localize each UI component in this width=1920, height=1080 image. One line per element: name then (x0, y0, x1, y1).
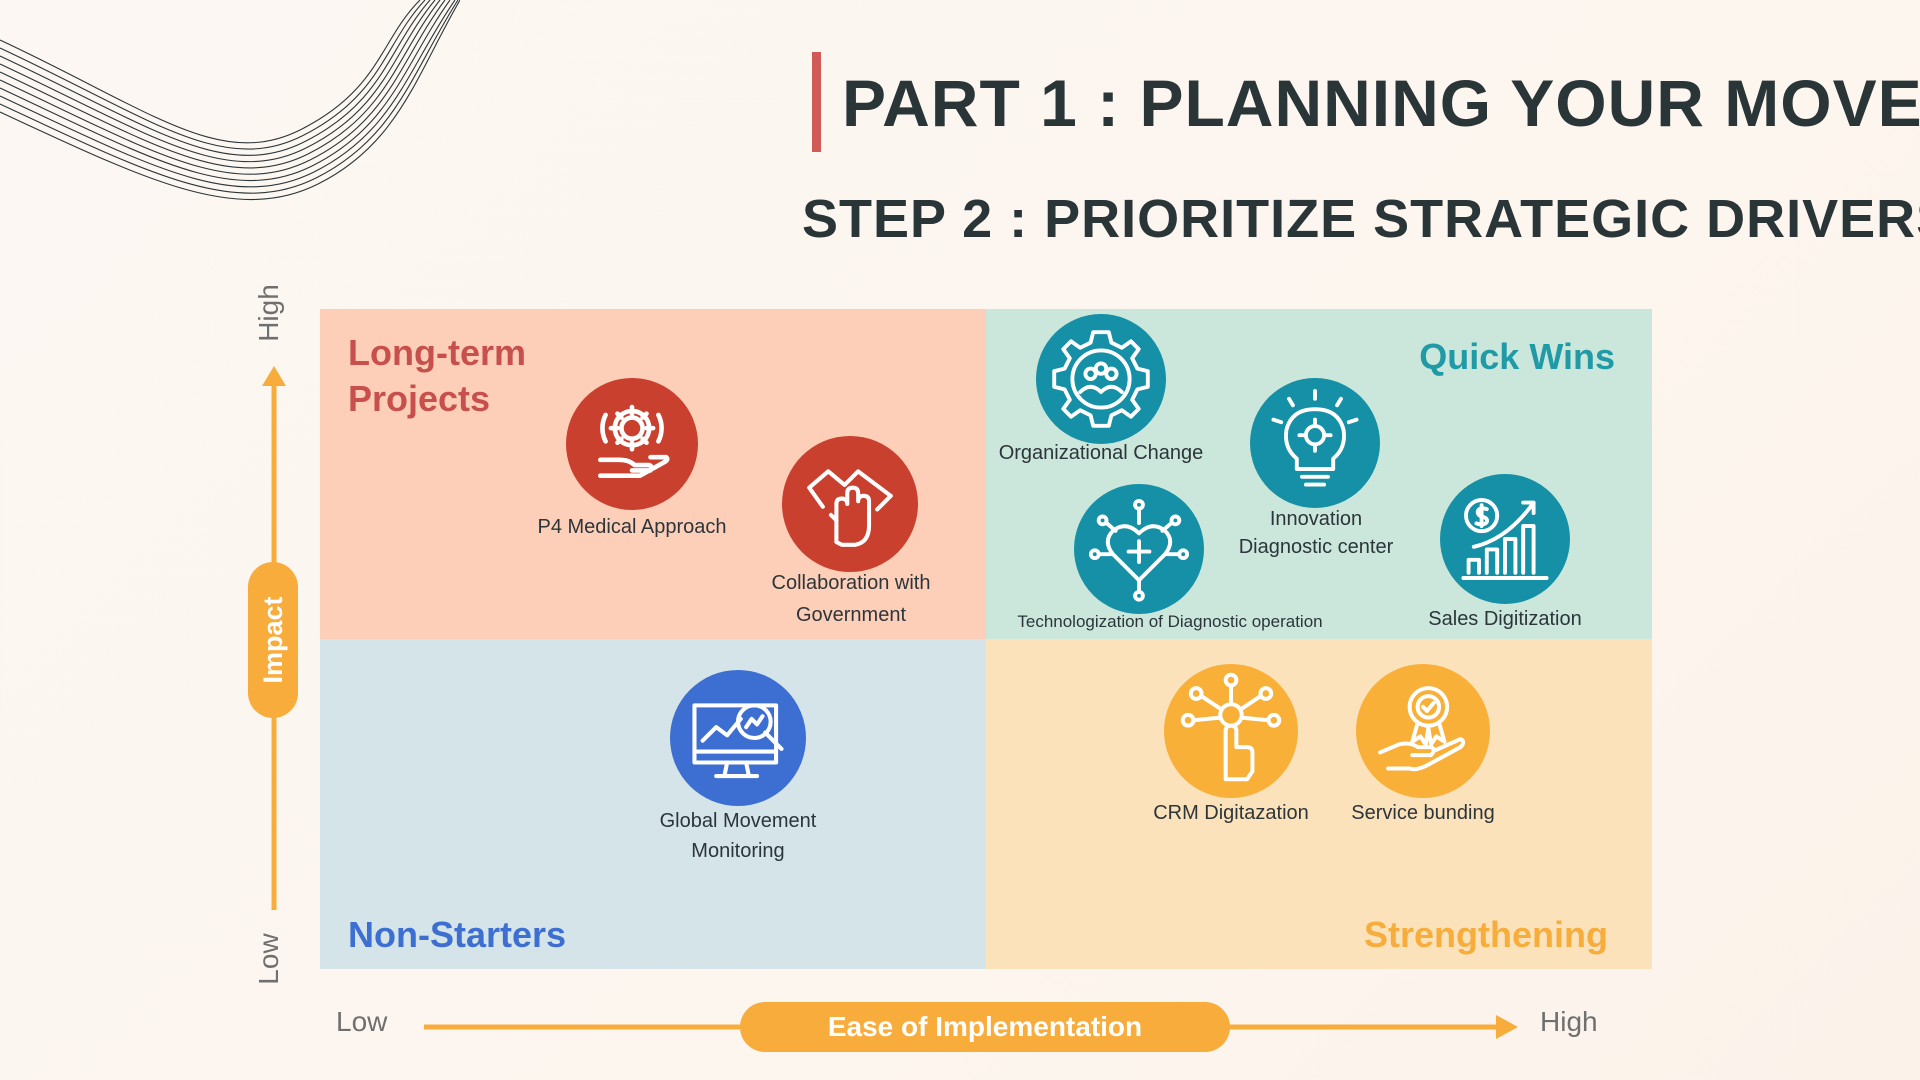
item-label-global-2: Monitoring (691, 840, 785, 862)
y-axis-label: Impact (258, 596, 288, 684)
item-label-innov-2: Diagnostic center (1238, 536, 1394, 558)
team-gear-icon (1036, 314, 1166, 444)
joined-hands-icon (782, 436, 918, 572)
growth-chart-icon (1440, 474, 1570, 604)
item-label-org: Organizational Change (998, 442, 1204, 464)
x-axis-low-label: Low (336, 1006, 388, 1037)
item-label-collab-1: Collaboration with (771, 572, 931, 594)
quadrant-title-quick-wins: Quick Wins (1419, 336, 1615, 377)
quadrant-strengthening (986, 639, 1652, 969)
x-axis-label: Ease of Implementation (740, 1002, 1230, 1052)
touch-network-icon (1164, 664, 1298, 798)
item-label-innov-1: Innovation (1269, 508, 1363, 530)
item-label-sales: Sales Digitization (1428, 608, 1582, 630)
item-label-service: Service bunding (1351, 802, 1495, 824)
item-label-collab-2: Government (795, 604, 907, 626)
quadrant-title-long-term: Long-term Projects (348, 332, 526, 419)
quadrant-title-strengthening: Strengthening (1364, 914, 1608, 955)
award-hand-icon (1356, 664, 1490, 798)
impact-axis-pill (248, 562, 298, 718)
quadrant-title-non-starters: Non-Starters (348, 914, 567, 955)
item-label-global-1: Global Movement (659, 810, 817, 832)
item-label-crm: CRM Digitazation (1153, 802, 1309, 824)
decorative-wave-lines (0, 0, 460, 201)
item-label-p4: P4 Medical Approach (537, 516, 727, 538)
item-label-tech: Technologization of Diagnostic operation (1017, 612, 1323, 631)
lightbulb-head-icon (1250, 378, 1380, 508)
y-axis-high-label: High (253, 284, 284, 342)
page-subtitle: STEP 2 : PRIORITIZE STRATEGIC DRIVERS (802, 189, 1920, 249)
title-accent-bar (812, 52, 821, 152)
quadrant-non-starters (320, 639, 986, 969)
x-axis-high-label: High (1540, 1006, 1598, 1037)
heart-network-icon (1074, 484, 1204, 614)
monitor-analytics-icon (670, 670, 806, 806)
gear-hand-icon (566, 378, 698, 510)
page-title: PART 1 : PLANNING YOUR MOVES (842, 66, 1920, 140)
y-axis-low-label: Low (253, 933, 284, 985)
